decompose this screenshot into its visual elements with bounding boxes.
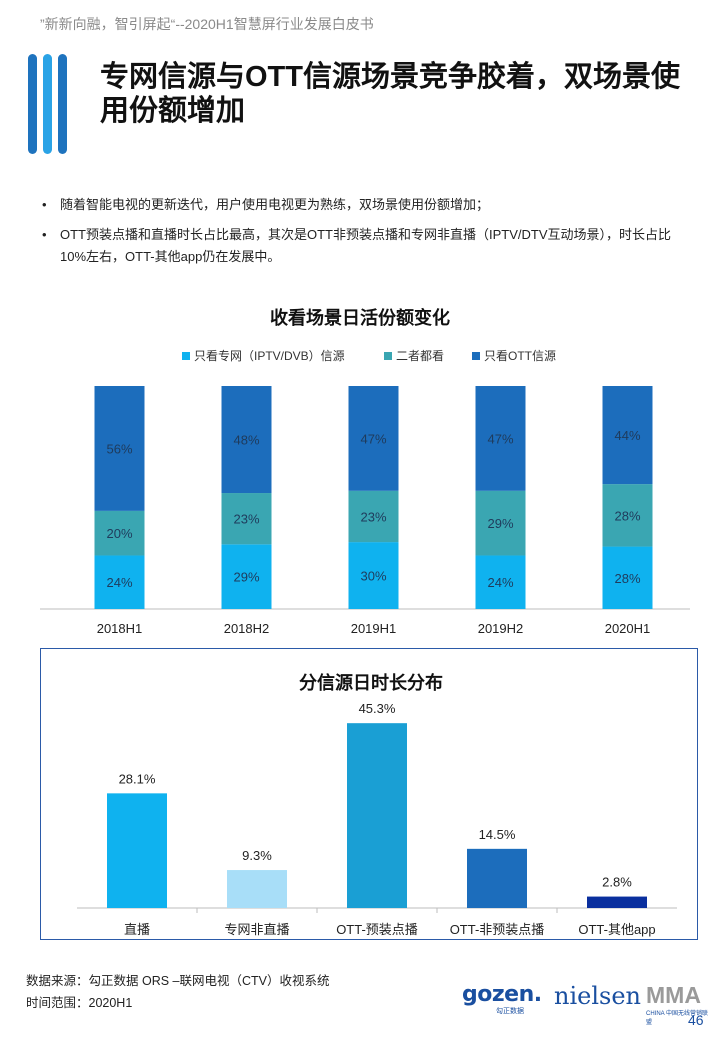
legend-label: 只看OTT信源 [484, 349, 556, 363]
bar-segment [94, 510, 145, 556]
bar-segment [475, 490, 526, 556]
bar-segment [602, 386, 653, 485]
mma-logo: MMA [646, 982, 701, 1008]
x-tick-label: 直播 [124, 922, 150, 937]
bullet-list: 随着智能电视的更新迭代，用户使用电视更为熟练，双场景使用份额增加； OTT预装点… [40, 194, 680, 276]
data-label: 24% [106, 575, 132, 590]
data-label: 24% [487, 575, 513, 590]
bar-segment [94, 555, 145, 609]
bar-segment [348, 490, 399, 543]
bar-segment [221, 544, 272, 609]
data-label: 28.1% [119, 771, 156, 786]
bar-segment [221, 493, 272, 545]
x-tick-label: 2020H1 [605, 621, 651, 636]
bar-segment [94, 386, 145, 511]
data-label: 44% [614, 428, 640, 443]
chart-title: 收看场景日活份额变化 [270, 307, 450, 328]
data-label: 45.3% [359, 701, 396, 716]
bar [227, 870, 287, 908]
x-tick-label: 2018H2 [224, 621, 270, 636]
data-label: 23% [360, 509, 386, 524]
x-tick-label: OTT-非预装点播 [450, 922, 545, 937]
title-decoration [28, 54, 68, 154]
bar-segment [221, 386, 272, 494]
mma-logo-subtext: CHINA 中国无线营销联盟 [646, 1011, 709, 1026]
bullet-item: 随着智能电视的更新迭代，用户使用电视更为熟练，双场景使用份额增加； [40, 194, 680, 216]
data-label: 47% [487, 431, 513, 446]
time-range: 时间范围：2020H1 [26, 996, 133, 1010]
bar [467, 848, 527, 908]
data-source: 数据来源：勾正数据 ORS –联网电视（CTV）收视系统 [26, 974, 330, 988]
data-label: 2.8% [602, 875, 632, 890]
data-label: 29% [487, 516, 513, 531]
data-label: 9.3% [242, 848, 272, 863]
bar-segment [348, 386, 399, 491]
data-label: 23% [233, 512, 259, 527]
data-label: 20% [106, 526, 132, 541]
bar-segment [348, 542, 399, 609]
legend-swatch [472, 352, 480, 360]
x-tick-label: OTT-预装点播 [336, 922, 418, 937]
x-tick-label: 2019H1 [351, 621, 397, 636]
legend-swatch [384, 352, 392, 360]
legend-swatch [182, 352, 190, 360]
nielsen-logo: nielsen [554, 982, 641, 1010]
chart-title: 分信源日时长分布 [299, 672, 443, 693]
data-label: 29% [233, 570, 259, 585]
legend-label: 只看专网（IPTV/DVB）信源 [194, 348, 345, 363]
data-label: 56% [106, 441, 132, 456]
document-header: ”新新向融，智引屏起“--2020H1智慧屏行业发展白皮书 [40, 16, 374, 32]
data-label: 48% [233, 433, 259, 448]
x-tick-label: 2019H2 [478, 621, 524, 636]
data-label: 14.5% [479, 827, 516, 842]
x-tick-label: OTT-其他app [578, 922, 655, 937]
page-title: 专网信源与OTT信源场景竞争胶着，双场景使用份额增加 [100, 61, 680, 127]
duration-chart-box: 分信源日时长分布 28.1% 直播 9.3% 专网非直播 45.3% OTT-预装点播 14.… [40, 648, 698, 940]
bar-segment [475, 386, 526, 491]
gozen-logo: gozen. [462, 982, 542, 1007]
data-label: 47% [360, 431, 386, 446]
x-tick-label: 2018H1 [97, 621, 143, 636]
data-label: 28% [614, 508, 640, 523]
bar-segment [602, 484, 653, 547]
legend-label: 二者都看 [396, 349, 444, 363]
gozen-logo-subtext: 勾正数据 [496, 1008, 524, 1015]
bullet-item: OTT预装点播和直播时长占比最高，其次是OTT非预装点播和专网非直播（IPTV/… [40, 224, 680, 268]
logo-area: gozen. 勾正数据 nielsen MMA CHINA 中国无线营销联盟 [462, 982, 712, 1026]
duration-bar-chart: 分信源日时长分布 28.1% 直播 9.3% 专网非直播 45.3% OTT-预装点播 14.… [77, 672, 677, 937]
data-label: 30% [360, 569, 386, 584]
bar-segment [475, 555, 526, 609]
page-number: 46 [688, 1012, 704, 1028]
bar-segment [602, 546, 653, 609]
bar [347, 723, 407, 908]
x-tick-label: 专网非直播 [224, 922, 289, 937]
bar [587, 896, 647, 908]
data-label: 28% [614, 571, 640, 586]
bar [107, 793, 167, 908]
footer: 数据来源：勾正数据 ORS –联网电视（CTV）收视系统 时间范围：2020H1 [26, 970, 330, 1014]
